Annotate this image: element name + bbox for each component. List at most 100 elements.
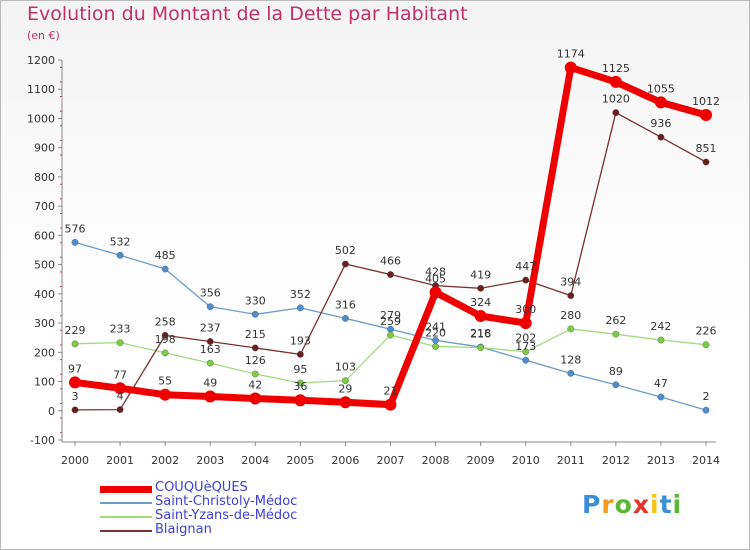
- data-label: 226: [696, 325, 717, 338]
- data-label: 89: [609, 365, 623, 378]
- x-tick-label: 2006: [331, 454, 359, 467]
- data-point: [612, 330, 620, 338]
- data-label: 216: [470, 328, 491, 341]
- data-label: 233: [110, 323, 131, 336]
- data-label: 220: [425, 326, 446, 339]
- x-tick-label: 2005: [286, 454, 314, 467]
- data-point: [342, 260, 349, 268]
- x-tick-label: 2007: [377, 454, 405, 467]
- legend-swatch: [100, 485, 152, 493]
- data-point: [387, 331, 394, 339]
- data-point: [296, 379, 304, 387]
- x-tick-label: 2012: [602, 454, 630, 467]
- data-label: 241: [425, 320, 446, 333]
- data-point: [432, 343, 439, 350]
- data-point: [567, 325, 575, 333]
- data-point: [296, 350, 304, 358]
- data-label: 1174: [557, 48, 585, 61]
- logo-letter: i: [672, 490, 683, 519]
- x-tick-label: 2000: [61, 454, 89, 467]
- x-tick-label: 2003: [196, 454, 224, 467]
- y-tick-label: 200: [34, 346, 55, 359]
- data-label: 262: [605, 314, 626, 327]
- data-point: [612, 381, 620, 389]
- data-label: 4: [117, 390, 124, 403]
- data-point: [657, 133, 665, 141]
- chart-title: Evolution du Montant de la Dette par Hab…: [27, 3, 468, 25]
- data-label: 502: [335, 244, 356, 257]
- data-point: [206, 303, 214, 311]
- x-tick-label: 2001: [106, 454, 134, 467]
- data-label: 29: [338, 382, 352, 395]
- data-point: [251, 310, 259, 318]
- data-point: [116, 251, 124, 259]
- x-tick-label: 2013: [647, 454, 675, 467]
- data-label: 279: [380, 309, 401, 322]
- data-point: [159, 388, 172, 401]
- data-point: [702, 341, 710, 349]
- data-label: 229: [65, 324, 86, 337]
- data-point: [71, 406, 79, 414]
- legend-label: COUQUèQUES: [155, 480, 248, 495]
- data-point: [339, 396, 352, 409]
- data-point: [429, 286, 442, 299]
- x-tick-label: 2002: [151, 454, 179, 467]
- data-point: [71, 340, 79, 348]
- legend-swatch: [100, 516, 152, 518]
- y-tick-label: 1200: [27, 54, 55, 67]
- y-tick-label: 800: [34, 171, 55, 184]
- data-point: [161, 331, 169, 339]
- legend-label: Saint-Christoly-Médoc: [155, 494, 298, 509]
- y-tick-label: 0: [48, 405, 55, 418]
- data-label: 352: [290, 288, 311, 301]
- data-label: 1055: [647, 82, 675, 95]
- data-point: [522, 276, 530, 284]
- logo-letter: t: [659, 490, 673, 519]
- data-label: 103: [335, 361, 356, 374]
- data-point: [609, 75, 622, 88]
- y-tick-label: 400: [34, 288, 55, 301]
- data-label: 394: [560, 276, 581, 289]
- data-label: 936: [650, 117, 671, 130]
- x-tick-label: 2010: [512, 454, 540, 467]
- logo-letter: x: [632, 490, 650, 519]
- data-point: [342, 314, 349, 322]
- data-label: 242: [650, 320, 671, 333]
- data-label: 193: [290, 334, 311, 347]
- data-point: [161, 265, 169, 273]
- legend-swatch: [100, 502, 152, 504]
- logo-letter: P: [582, 490, 602, 519]
- data-label: 173: [515, 340, 536, 353]
- data-label: 36: [293, 380, 307, 393]
- y-tick-label: 1000: [27, 112, 55, 125]
- data-point: [702, 158, 710, 166]
- data-point: [206, 338, 214, 345]
- data-point: [251, 370, 259, 378]
- data-label: 198: [155, 333, 176, 346]
- data-label: 55: [158, 375, 172, 388]
- data-point: [567, 369, 575, 377]
- logo-letter: r: [601, 490, 615, 519]
- data-point: [294, 394, 307, 407]
- data-label: 77: [113, 368, 127, 381]
- x-tick-label: 2008: [422, 454, 450, 467]
- data-label: 163: [200, 343, 221, 356]
- data-point: [114, 382, 127, 395]
- legend-swatch: [100, 530, 152, 532]
- x-tick-label: 2014: [692, 454, 720, 467]
- data-label: 324: [470, 296, 491, 309]
- data-point: [612, 109, 620, 117]
- data-label: 202: [515, 332, 536, 345]
- data-point: [116, 406, 124, 413]
- data-point: [71, 238, 79, 246]
- data-label: 47: [654, 377, 668, 390]
- data-label: 128: [560, 353, 581, 366]
- data-label: 215: [245, 328, 266, 341]
- data-label: 851: [696, 142, 717, 155]
- data-point: [387, 271, 394, 278]
- data-point: [564, 61, 577, 74]
- data-point: [342, 377, 349, 385]
- data-label: 447: [515, 260, 536, 273]
- data-label: 576: [65, 222, 86, 235]
